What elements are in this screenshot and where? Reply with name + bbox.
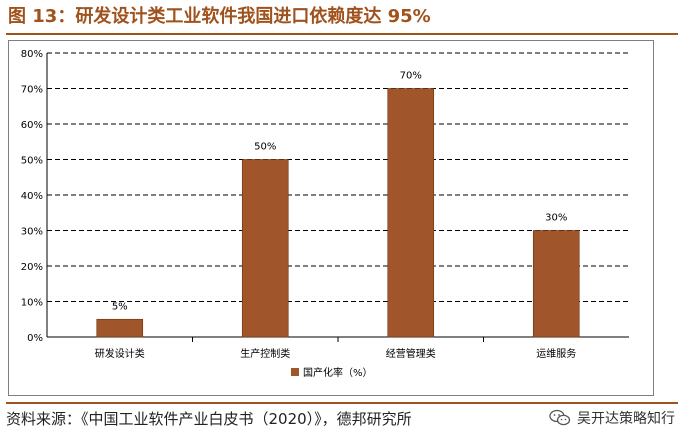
wechat-icon [549,409,571,426]
data-label: 50% [254,142,276,153]
y-tick-label: 60% [21,120,43,131]
x-tick-label: 研发设计类 [95,347,145,360]
source-note: 资料来源：《中国工业软件产业白皮书（2020）》，德邦研究所 [6,410,412,428]
x-tick-label: 运维服务 [536,347,576,360]
legend-swatch [291,368,299,376]
y-tick-label: 10% [21,298,43,309]
watermark: 吴开达策略知行 [549,408,675,428]
bar [387,88,435,338]
y-tick-label: 40% [21,191,43,202]
y-tick-label: 20% [21,262,43,273]
y-tick-label: 0% [27,333,43,344]
legend-label: 国产化率（%） [303,366,373,379]
data-label: 5% [112,301,128,312]
watermark-text: 吴开达策略知行 [577,411,675,427]
y-tick-label: 80% [21,49,43,60]
bar [532,230,580,338]
figure-title: 图 13：研发设计类工业软件我国进口依赖度达 95% [8,6,431,27]
bar [241,159,289,338]
y-tick-label: 50% [21,156,43,167]
y-tick-label: 30% [21,227,43,238]
title-divider [6,33,678,35]
bar-chart: 0% 10% 20% 30% 40% 50% 60% 70% 80% 5% 研发设计类 50% 生产控制… [21,49,629,379]
x-tick-label: 经营管理类 [386,347,436,360]
bar [96,318,144,338]
data-label: 30% [545,213,567,224]
bottom-divider [6,402,678,404]
chart-frame: 0% 10% 20% 30% 40% 50% 60% 70% 80% 5% 研发设计类 50% 生产控制… [8,40,654,396]
data-label: 70% [400,71,422,82]
y-tick-label: 70% [21,85,43,96]
x-tick-label: 生产控制类 [240,347,290,360]
